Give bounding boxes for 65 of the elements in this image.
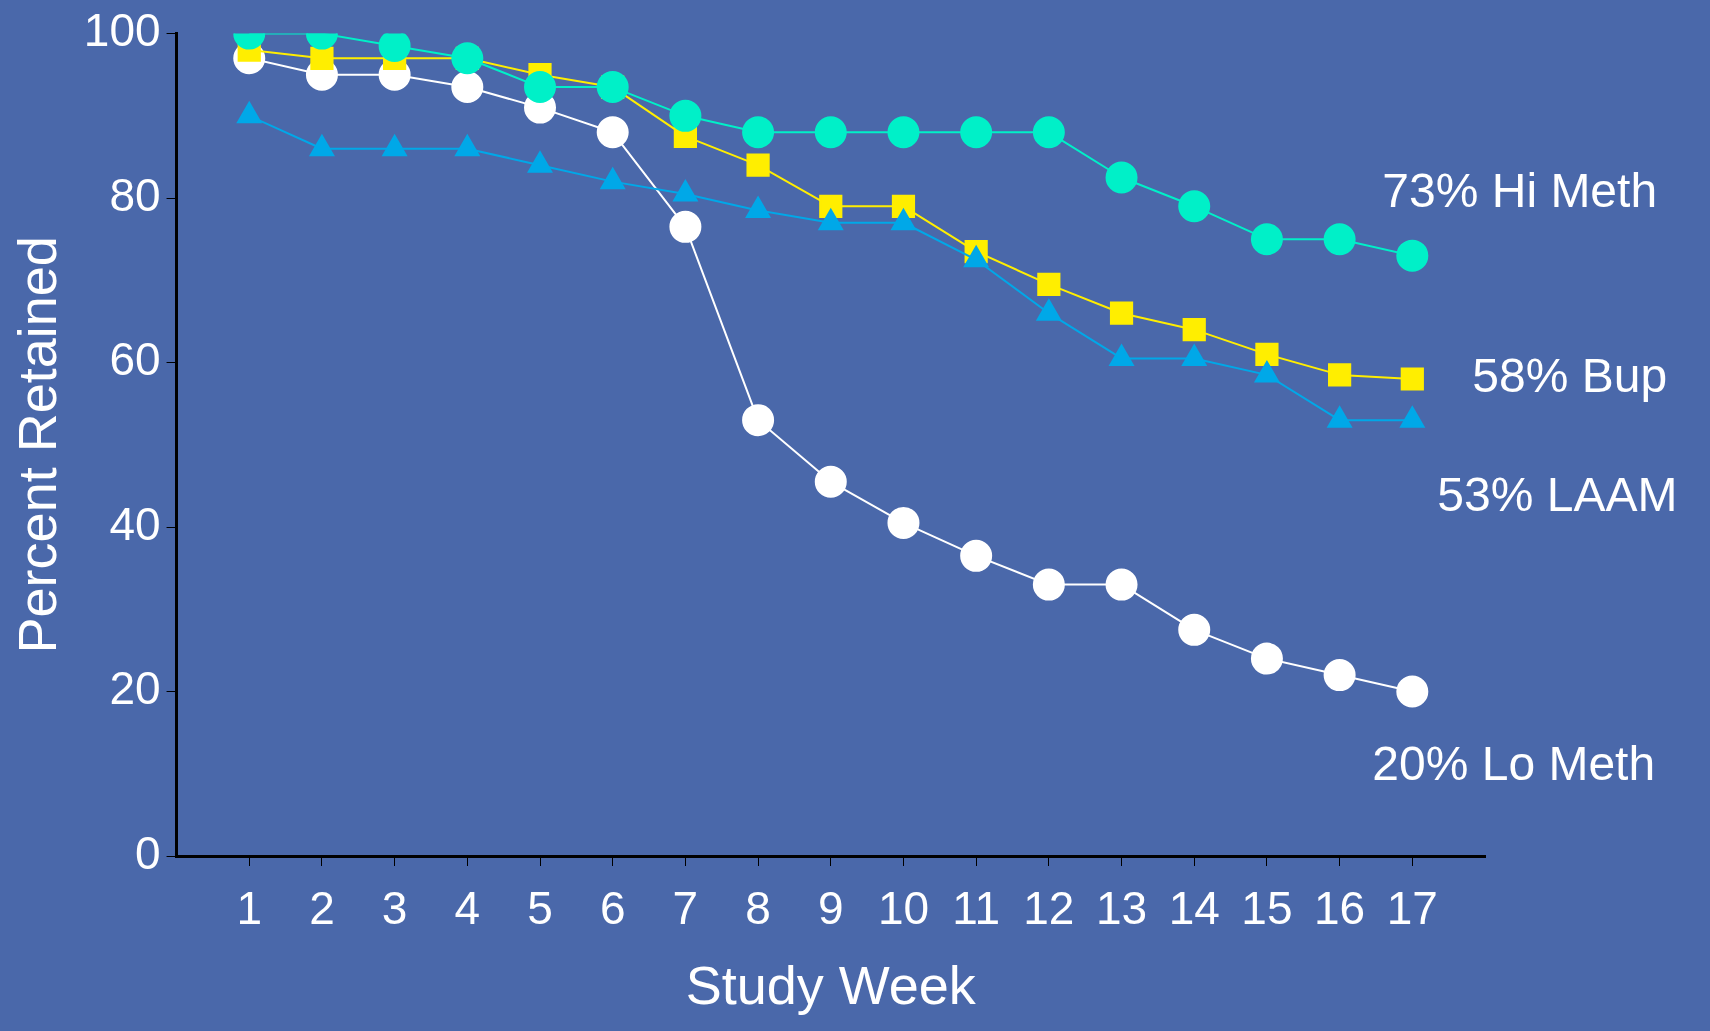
point bbox=[596, 116, 629, 149]
point bbox=[1250, 223, 1283, 256]
x-tick-label: 13 bbox=[1095, 882, 1148, 935]
point bbox=[1105, 568, 1138, 601]
point bbox=[1400, 367, 1424, 391]
y-axis-title: Percent Retained bbox=[7, 236, 68, 654]
point bbox=[742, 404, 775, 437]
point bbox=[524, 71, 557, 104]
y-tick-label: 80 bbox=[109, 168, 161, 221]
point bbox=[669, 99, 702, 132]
point bbox=[1396, 675, 1429, 708]
point bbox=[310, 46, 334, 70]
x-tick-label: 10 bbox=[877, 882, 930, 935]
point bbox=[1037, 272, 1061, 297]
x-tick-label: 17 bbox=[1386, 882, 1438, 935]
point bbox=[960, 539, 993, 572]
y-tick-label: 40 bbox=[109, 497, 161, 550]
point bbox=[1323, 223, 1356, 256]
x-tick-label: 5 bbox=[527, 882, 553, 935]
x-tick-label: 15 bbox=[1241, 882, 1293, 935]
point bbox=[1032, 116, 1065, 149]
point bbox=[378, 33, 411, 62]
x-tick-label: 3 bbox=[381, 882, 408, 935]
point bbox=[742, 116, 775, 149]
x-tick-label: 9 bbox=[817, 882, 844, 935]
series-label: 73% Hi Meth bbox=[1382, 163, 1658, 217]
point bbox=[746, 153, 770, 177]
point bbox=[451, 71, 484, 104]
y-tick-label: 20 bbox=[109, 662, 161, 715]
point bbox=[1323, 659, 1356, 692]
point bbox=[1178, 613, 1211, 646]
point bbox=[1250, 642, 1283, 675]
x-tick-label: 14 bbox=[1168, 882, 1220, 935]
x-axis-title: Study Week bbox=[685, 955, 977, 1016]
point bbox=[814, 465, 847, 498]
y-tick-label: 100 bbox=[83, 4, 161, 57]
point bbox=[1105, 161, 1138, 194]
point bbox=[1396, 239, 1429, 272]
x-tick-label: 12 bbox=[1023, 882, 1075, 935]
point bbox=[1182, 318, 1206, 342]
x-tick-label: 16 bbox=[1314, 882, 1366, 935]
point bbox=[596, 71, 629, 104]
point bbox=[669, 210, 702, 243]
x-tick-label: 4 bbox=[454, 882, 481, 935]
y-tick-label: 0 bbox=[134, 826, 161, 879]
x-tick-label: 6 bbox=[599, 882, 626, 935]
point bbox=[887, 116, 920, 149]
x-tick-label: 8 bbox=[745, 882, 771, 935]
series-label: 58% Bup bbox=[1472, 349, 1668, 403]
x-tick-label: 11 bbox=[952, 882, 1001, 935]
y-tick-label: 60 bbox=[109, 333, 161, 386]
x-tick-label: 1 bbox=[236, 882, 263, 935]
x-tick-label: 7 bbox=[672, 882, 699, 935]
point bbox=[887, 506, 920, 539]
point bbox=[1032, 568, 1065, 601]
point bbox=[1328, 363, 1352, 387]
point bbox=[1109, 301, 1134, 325]
point bbox=[1178, 190, 1211, 223]
series-label: 20% Lo Meth bbox=[1372, 736, 1656, 790]
point bbox=[960, 116, 993, 149]
point bbox=[451, 42, 484, 75]
point bbox=[1255, 342, 1279, 366]
point bbox=[814, 116, 847, 149]
series-label: 53% LAAM bbox=[1437, 468, 1678, 522]
x-tick-label: 2 bbox=[309, 882, 335, 935]
